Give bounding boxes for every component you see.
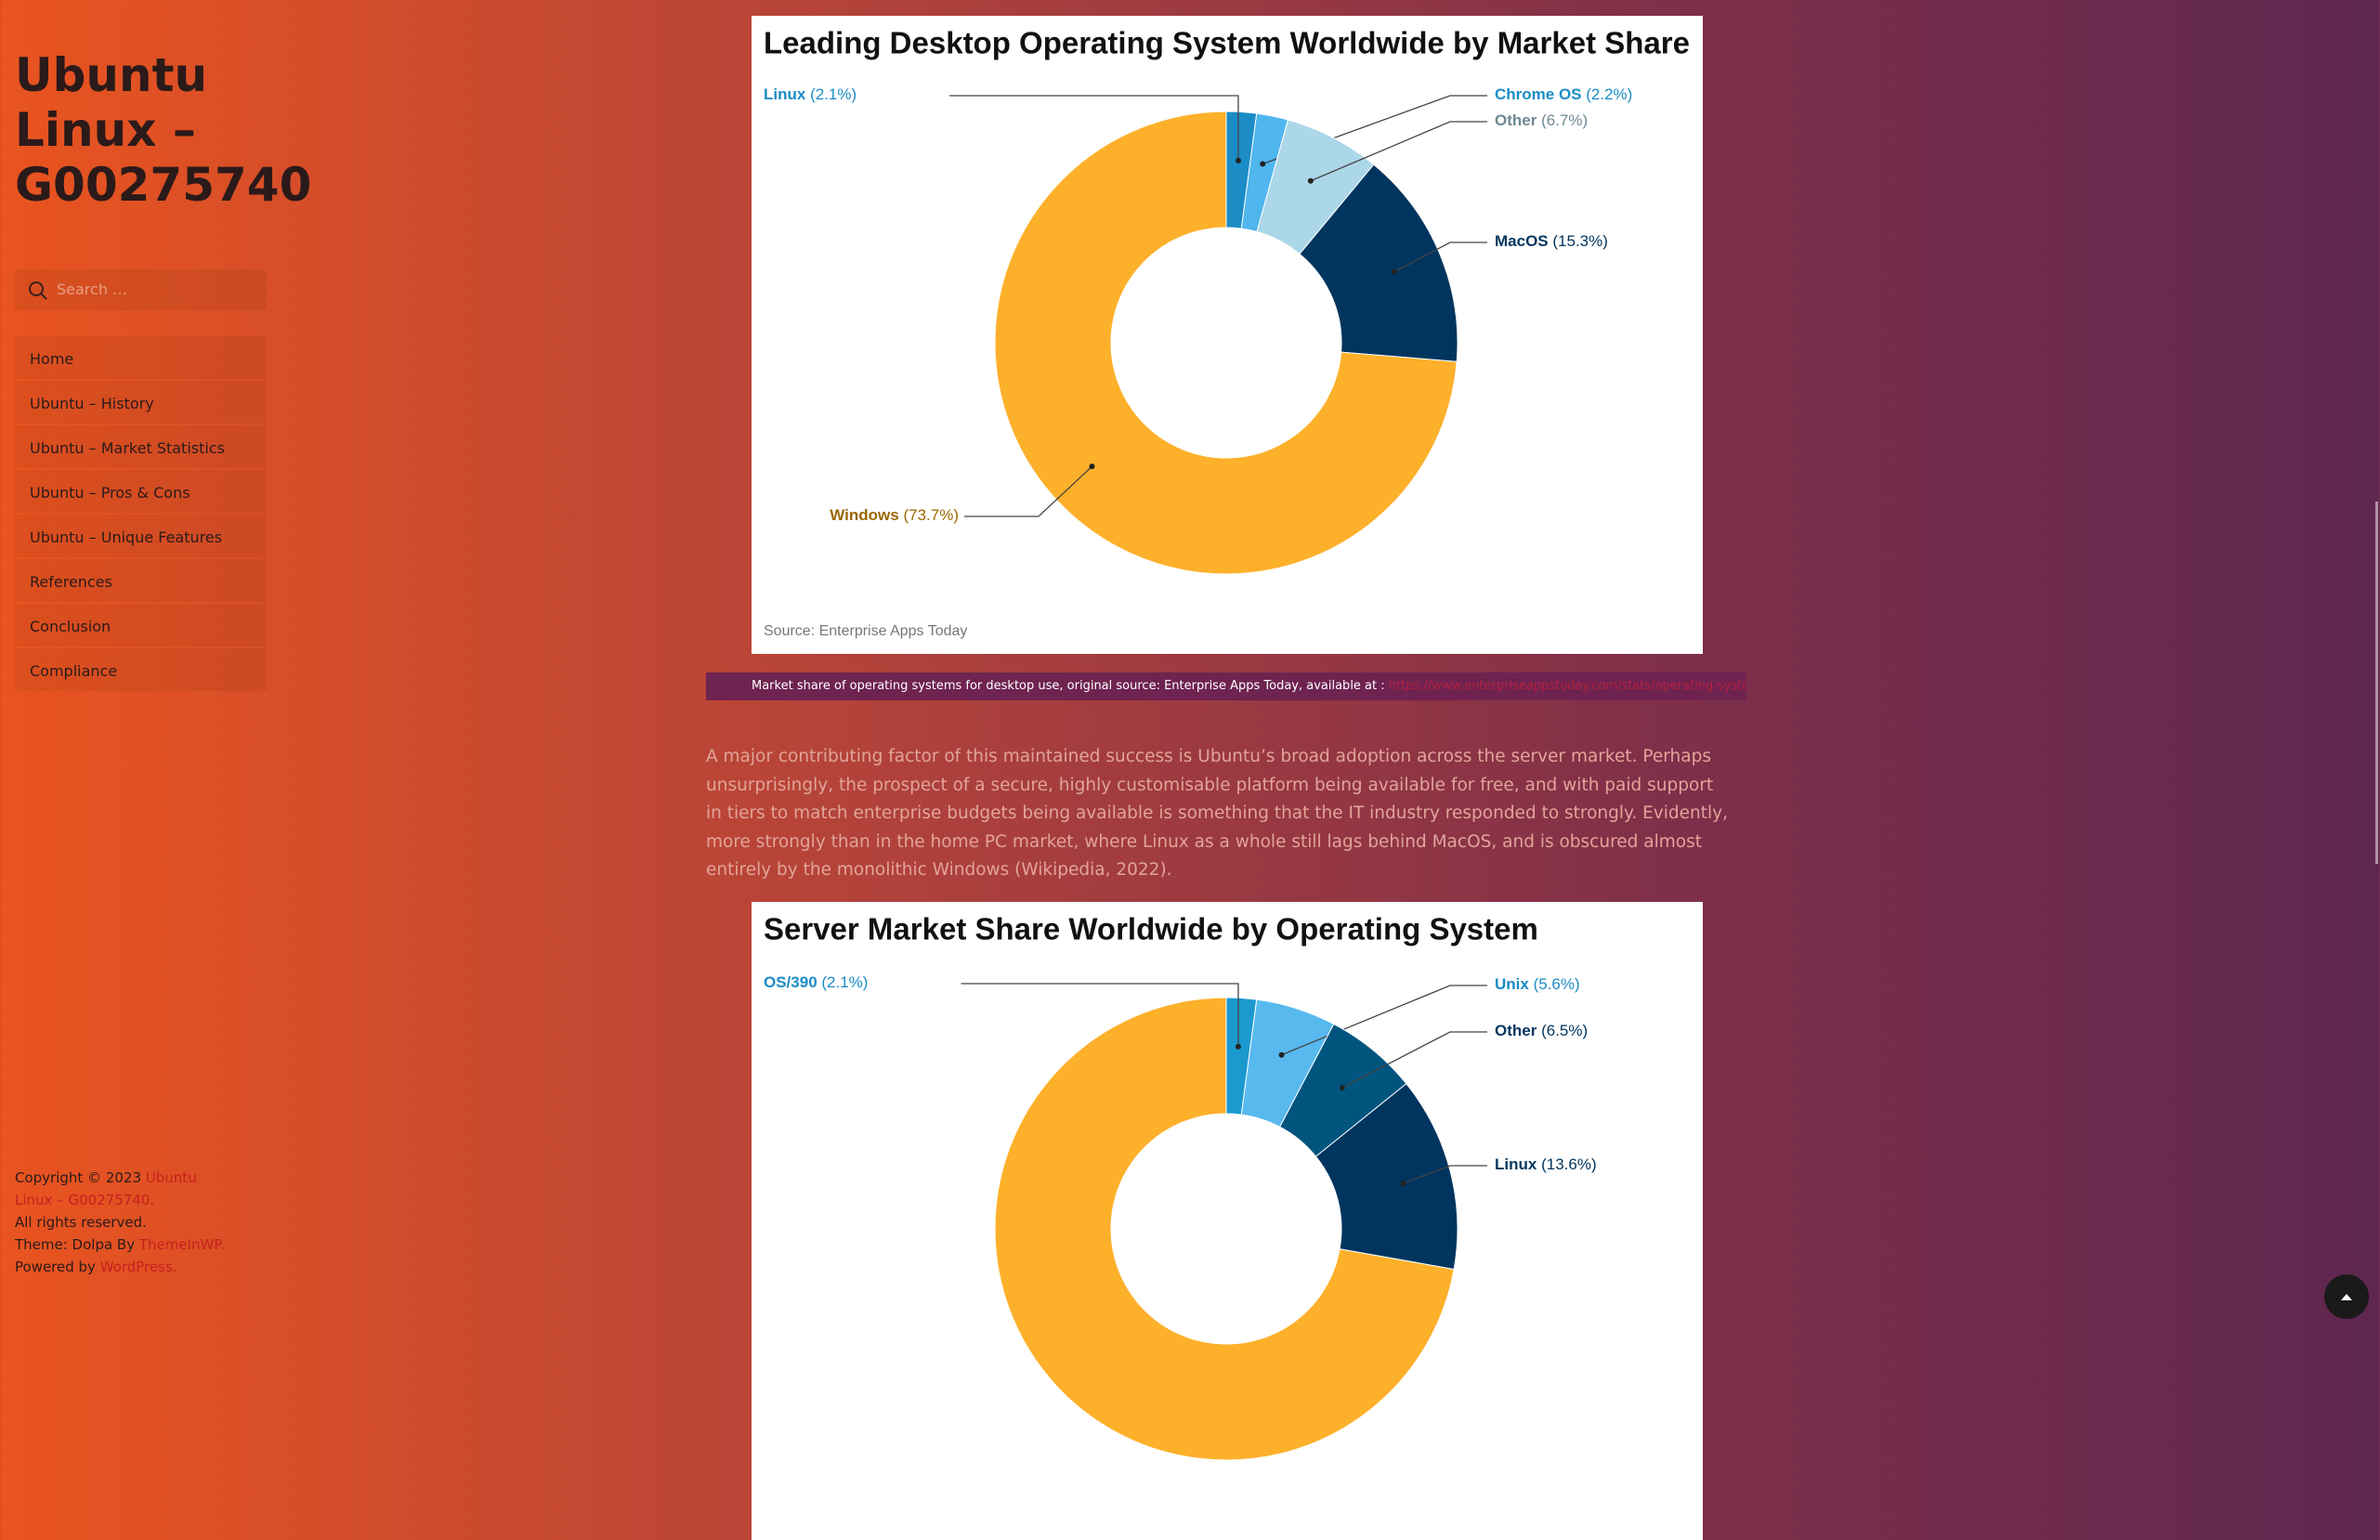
chart-title: Server Market Share Worldwide by Operati… (764, 912, 1538, 946)
page-body: Ubuntu Linux – G00275740 Search … Home Ub… (0, 0, 2380, 1460)
slice-name: Unix (1495, 975, 1529, 993)
caption-text: Market share of operating systems for de… (752, 679, 1385, 693)
slice-label: OS/390 (2.1%) (764, 973, 868, 991)
leader-line (949, 95, 1239, 161)
slice-value-label: (15.3%) (1552, 232, 1608, 250)
leader-line (1403, 1165, 1487, 1184)
rights: All rights reserved. (15, 1214, 147, 1231)
slice-label: Windows (73.7%) (830, 506, 959, 524)
leader-dot (1089, 463, 1095, 470)
slice-value-label: (6.5%) (1541, 1022, 1588, 1039)
chart-card: Server Market Share Worldwide by Operati… (752, 902, 1703, 1540)
leader-dot (1260, 161, 1266, 167)
slice-name: Linux (764, 85, 806, 103)
scrollbar[interactable] (2375, 502, 2378, 864)
chart-title: Leading Desktop Operating System Worldwi… (764, 26, 1690, 60)
leader-dot (1235, 157, 1241, 163)
slice-label: Unix (5.6%) (1495, 975, 1580, 993)
caption: Market share of operating systems for de… (706, 672, 1746, 700)
leader-dot (1307, 177, 1314, 184)
nav-menu: Home Ubuntu – History Ubuntu – Market Stat… (15, 336, 267, 693)
donut-slice (1299, 163, 1458, 362)
chart-source: Source: Enterprise Apps Today (764, 623, 967, 639)
slice-value-label: (2.1%) (810, 85, 857, 103)
slice-label: Linux (13.6%) (1495, 1155, 1597, 1173)
slice-name: Chrome OS (1495, 85, 1582, 103)
search-box[interactable]: Search … (15, 269, 267, 310)
leader-line (961, 983, 1239, 1047)
slice-label: Other (6.7%) (1495, 111, 1588, 129)
slice-name: MacOS (1495, 232, 1549, 250)
slice-name: OS/390 (764, 973, 817, 991)
leader-line (1341, 1031, 1487, 1089)
theme-link[interactable]: ThemeInWP. (138, 1236, 225, 1253)
slice-label: Chrome OS (2.2%) (1495, 85, 1632, 103)
nav-item[interactable]: Ubuntu – Unique Features (15, 515, 267, 557)
leader-dot (1235, 1043, 1241, 1050)
leader-line (1310, 121, 1487, 182)
nav-item[interactable]: Compliance (15, 648, 267, 691)
slice-name: Other (1495, 1022, 1537, 1039)
nav-item[interactable]: Conclusion (15, 604, 267, 646)
leader-dot (1400, 1181, 1406, 1187)
slice-value-label: (2.1%) (821, 973, 868, 991)
powered: Powered by (15, 1259, 96, 1275)
copyright: Copyright © 2023 (15, 1169, 142, 1186)
leader-line (964, 465, 1092, 517)
caption-link[interactable]: https://www.enterpriseappstoday.com/stat… (1388, 679, 1746, 693)
nav-item[interactable]: References (15, 559, 267, 602)
leader-dot (1392, 268, 1398, 275)
slice-value-label: (13.6%) (1541, 1155, 1597, 1173)
slice-value-label: (6.7%) (1541, 111, 1588, 129)
slice-name: Linux (1495, 1155, 1537, 1173)
leader-dot (1278, 1051, 1285, 1058)
slice-value-label: (2.2%) (1586, 85, 1632, 103)
nav-item[interactable]: Ubuntu – Pros & Cons (15, 470, 267, 513)
nav-item[interactable]: Ubuntu – Market Statistics (15, 425, 267, 468)
leader-dot (1339, 1085, 1345, 1091)
slice-name: Other (1495, 111, 1537, 129)
nav-item[interactable]: Ubuntu – History (15, 381, 267, 424)
slice-value-label: (73.7%) (903, 506, 959, 524)
chart-card: Leading Desktop Operating System Worldwi… (752, 16, 1703, 654)
arrow-icon (2341, 1294, 2352, 1300)
site-title[interactable]: Ubuntu Linux – G00275740 (15, 48, 312, 212)
slice-value-label: (5.6%) (1534, 975, 1580, 993)
search-placeholder: Search … (57, 281, 128, 298)
slice-label: MacOS (15.3%) (1495, 232, 1608, 250)
slice-name: Windows (830, 506, 898, 524)
footer: Copyright © 2023 Ubuntu Linux – G0027574… (15, 1167, 238, 1278)
scroll-to-top[interactable] (2324, 1274, 2369, 1319)
powered-link[interactable]: WordPress. (99, 1259, 177, 1275)
slice-label: Linux (2.1%) (764, 85, 857, 103)
page: Ubuntu Linux { "sidebar": { "site_title"… (0, 0, 2380, 1460)
donut-slice (994, 111, 1458, 575)
site-link[interactable]: Ubuntu Linux – G00275740. (15, 1169, 197, 1208)
search-icon (29, 281, 47, 300)
slice-label: Other (6.5%) (1495, 1022, 1588, 1039)
theme: Theme: Dolpa By (15, 1236, 136, 1253)
nav-item[interactable]: Home (15, 336, 267, 379)
paragraph: A major contributing factor of this main… (706, 747, 1728, 880)
donut-slice (1314, 1083, 1458, 1271)
leader-line (1393, 241, 1487, 273)
